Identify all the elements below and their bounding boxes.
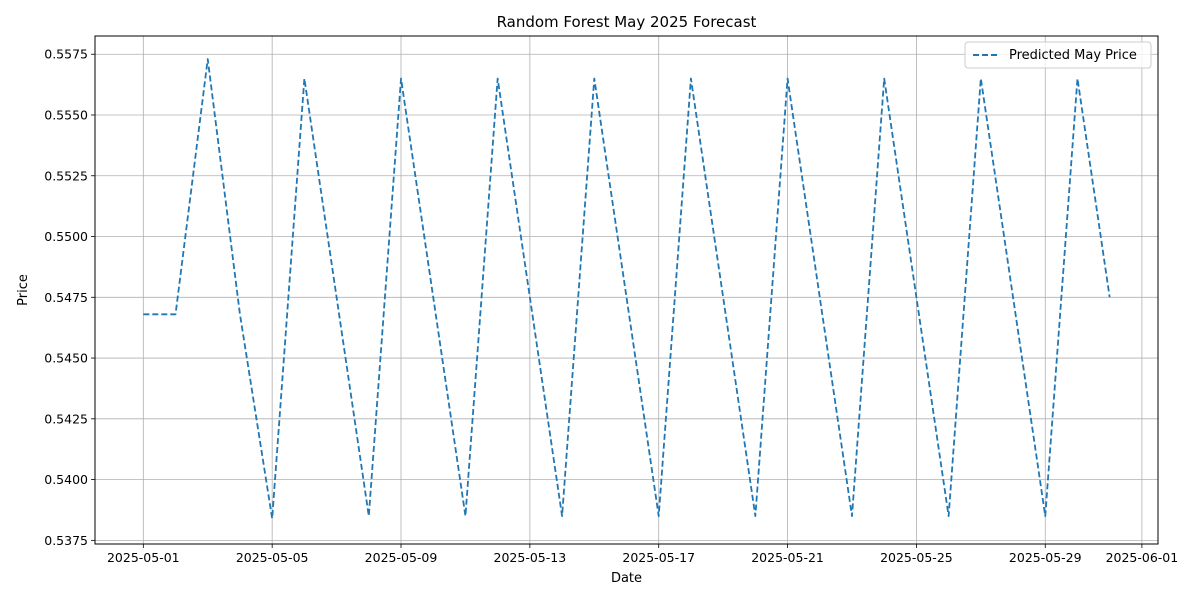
legend-box [964, 41, 1152, 69]
chart-title: Random Forest May 2025 Forecast [497, 13, 757, 31]
y-tick-label: 0.5450 [44, 351, 88, 366]
x-tick-label: 2025-05-29 [1009, 550, 1082, 565]
y-tick-label: 0.5425 [44, 411, 88, 426]
y-tick-label: 0.5475 [44, 290, 88, 305]
x-axis-ticks: 2025-05-01 2025-05-05 2025-05-09 2025-05-13… [107, 544, 1178, 565]
series-layer [143, 58, 1111, 520]
grid [95, 36, 1158, 544]
y-tick-label: 0.5550 [44, 107, 88, 122]
x-tick-label: 2025-05-13 [494, 550, 567, 565]
plot-frame [94, 35, 1159, 545]
y-axis-ticks: 0.5375 0.5400 0.5425 0.5450 0.5475 0.5500 0.55… [44, 47, 95, 548]
x-tick-label: 2025-05-21 [751, 550, 824, 565]
x-tick-label: 2025-05-01 [107, 550, 180, 565]
y-tick-label: 0.5525 [44, 168, 88, 183]
x-tick-label: 2025-05-09 [365, 550, 438, 565]
x-tick-label: 2025-06-01 [1106, 550, 1179, 565]
y-tick-label: 0.5575 [44, 47, 88, 62]
x-tick-label: 2025-05-25 [880, 550, 953, 565]
legend-label: Predicted May Price [1009, 48, 1137, 63]
x-axis-label: Date [611, 571, 642, 586]
y-tick-label: 0.5500 [44, 229, 88, 244]
legend: Predicted May Price [964, 41, 1152, 69]
series-line-predicted-may-price [143, 58, 1111, 520]
y-axis-label: Price [16, 274, 31, 306]
y-tick-label: 0.5375 [44, 533, 88, 548]
y-tick-label: 0.5400 [44, 472, 88, 487]
x-tick-label: 2025-05-17 [622, 550, 695, 565]
x-tick-label: 2025-05-05 [236, 550, 309, 565]
